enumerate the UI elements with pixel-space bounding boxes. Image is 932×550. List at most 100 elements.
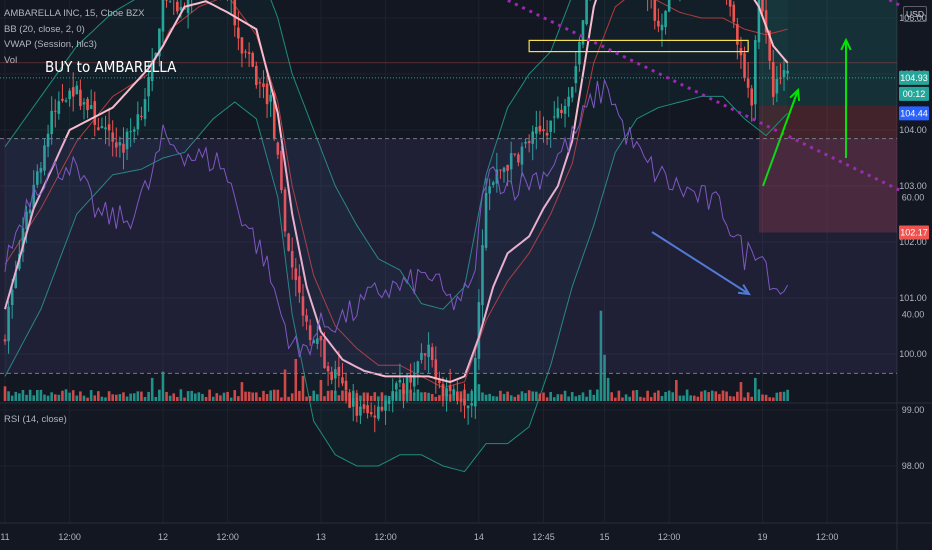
volume-bar (563, 390, 567, 401)
volume-bar (581, 392, 585, 401)
candle-body (240, 37, 244, 54)
candle-body (118, 142, 122, 146)
candle-body (348, 392, 351, 408)
candle-body (732, 4, 736, 22)
volume-bar (513, 396, 517, 401)
volume-bar (39, 389, 43, 401)
loss-zone (758, 105, 897, 233)
candle-body (154, 52, 158, 58)
volume-bar (703, 390, 707, 401)
time-tick-label: 12:00 (374, 532, 397, 542)
candle-body (79, 89, 82, 107)
candle-body (283, 189, 287, 232)
volume-bar (621, 397, 624, 401)
price-tick-label: 103.00 (899, 181, 927, 191)
volume-bar (326, 390, 330, 401)
rsi-legend[interactable]: RSI (14, close) (4, 414, 67, 425)
volume-bar (53, 394, 57, 401)
volume-bar (491, 396, 495, 401)
volume-bar (412, 392, 416, 401)
volume-bar (330, 390, 333, 401)
candle-body (502, 167, 506, 173)
candle-body (28, 209, 32, 214)
candle-body (653, 0, 657, 21)
candle-body (25, 211, 28, 230)
volume-bar (707, 392, 710, 401)
time-axis: 11 12:00 12 12:00 13 12:00 14 12:45 15 12:00 19 12:… (0, 532, 838, 542)
candle-body (563, 105, 567, 114)
candle-body (312, 340, 316, 344)
volume-bar (122, 392, 125, 401)
bb-legend[interactable]: BB (20, close, 2, 0) (4, 23, 85, 35)
symbol-info: AMBARELLA INC, 15, Cboe BZX (4, 8, 145, 19)
volume-bar (710, 390, 714, 401)
candle-body (545, 132, 549, 136)
volume-bar (646, 390, 649, 401)
candle-body (21, 228, 25, 253)
candle-body (517, 154, 520, 163)
candle-body (477, 302, 481, 359)
candle-body (287, 233, 290, 251)
buy-annotation: BUY to AMBARELLA (45, 58, 177, 76)
candle-body (782, 70, 786, 78)
volume-bar (667, 390, 671, 401)
candle-body (39, 167, 43, 173)
candle-body (491, 182, 495, 185)
candle-body (71, 87, 75, 97)
volume-bar (28, 389, 32, 401)
volume-bar (481, 392, 484, 401)
volume-bar (617, 390, 621, 401)
candle-body (377, 406, 380, 419)
volume-bar (714, 391, 718, 401)
volume-bar (161, 371, 165, 401)
volume-bar (599, 310, 603, 401)
rsi-tick-label: 40.00 (902, 310, 925, 320)
volume-bar (545, 397, 549, 401)
candle-body (420, 352, 423, 360)
currency-button[interactable]: USD (903, 6, 927, 22)
price-tag: 102.17 (900, 227, 928, 237)
candle-body (355, 397, 359, 416)
volume-bar (294, 359, 298, 401)
volume-bar (362, 392, 366, 401)
volume-bar (754, 377, 757, 401)
volume-bar (337, 395, 341, 401)
candle-body (140, 115, 143, 117)
rsi-line (4, 78, 789, 358)
price-tick-label: 102.00 (899, 237, 927, 247)
volume-bar (574, 396, 578, 401)
volume-bar (488, 393, 491, 401)
candle-body (68, 90, 71, 100)
volume-legend[interactable]: Vol (4, 54, 18, 66)
candle-body (761, 0, 764, 12)
profit-zone (758, 0, 897, 106)
volume-bar (642, 397, 646, 401)
candle-body (168, 1, 172, 3)
volume-bar (520, 391, 524, 401)
candle-body (125, 131, 129, 150)
candle-body (660, 24, 664, 31)
volume-bar (409, 389, 412, 401)
volume-bar (552, 397, 556, 401)
candle-body (43, 145, 46, 171)
time-tick-label: 13 (316, 532, 326, 542)
volume-bar (585, 396, 588, 401)
candle-body (46, 133, 50, 147)
candle-body (387, 399, 391, 404)
bb-fill (5, 0, 788, 472)
volume-bar (427, 392, 430, 401)
time-tick-label: 12:00 (58, 532, 81, 542)
candle-body (301, 296, 305, 316)
volume-bar (201, 393, 204, 401)
volume-bar (380, 392, 384, 401)
volume-bar (104, 397, 107, 401)
candle-body (251, 53, 255, 67)
vwap-legend[interactable]: VWAP (Session, hlc3) (4, 39, 97, 50)
volume-bar (725, 391, 728, 401)
candle-body (333, 369, 337, 379)
volume-bar (21, 389, 25, 401)
candle-body (434, 359, 438, 380)
blue-arrow (651, 231, 751, 296)
volume-bar (287, 396, 290, 401)
